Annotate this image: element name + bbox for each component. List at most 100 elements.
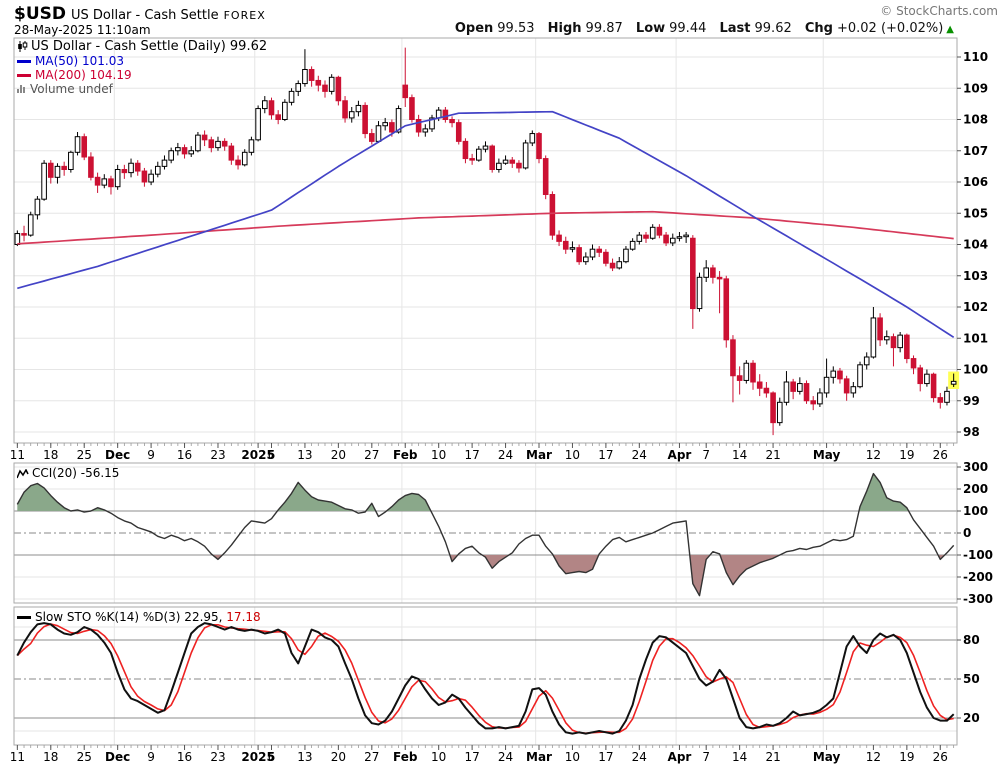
svg-text:300: 300 bbox=[963, 460, 988, 474]
chart-header: $USD US Dollar - Cash Settle FOREX bbox=[14, 4, 266, 24]
svg-text:26: 26 bbox=[933, 750, 948, 764]
low-label: Low bbox=[635, 21, 666, 36]
svg-text:6: 6 bbox=[268, 448, 276, 462]
svg-text:12: 12 bbox=[866, 448, 881, 462]
svg-text:Feb: Feb bbox=[393, 750, 418, 764]
svg-text:80: 80 bbox=[963, 633, 980, 647]
ma50-legend: MA(50) 101.03 bbox=[35, 54, 124, 68]
svg-text:Mar: Mar bbox=[526, 750, 552, 764]
svg-text:10: 10 bbox=[431, 750, 446, 764]
svg-text:20: 20 bbox=[331, 750, 346, 764]
svg-text:98: 98 bbox=[963, 425, 980, 439]
svg-text:Mar: Mar bbox=[526, 448, 552, 462]
ma200-legend: MA(200) 104.19 bbox=[35, 68, 132, 82]
svg-text:Dec: Dec bbox=[105, 448, 130, 462]
svg-text:14: 14 bbox=[732, 750, 747, 764]
svg-text:102: 102 bbox=[963, 300, 988, 314]
svg-text:25: 25 bbox=[77, 750, 92, 764]
volume-icon bbox=[17, 82, 26, 96]
svg-text:21: 21 bbox=[765, 750, 780, 764]
quote-summary: Open 99.53 High 99.87 Low 99.44 Last 99.62 C… bbox=[446, 21, 954, 36]
svg-text:6: 6 bbox=[268, 750, 276, 764]
main-panel-legend: US Dollar - Cash Settle (Daily) 99.62 MA… bbox=[17, 40, 267, 96]
svg-text:27: 27 bbox=[364, 750, 379, 764]
svg-text:105: 105 bbox=[963, 206, 988, 220]
svg-text:99: 99 bbox=[963, 394, 980, 408]
stockcharts-copyright: © StockCharts.com bbox=[880, 4, 998, 18]
svg-text:Feb: Feb bbox=[393, 448, 418, 462]
svg-text:7: 7 bbox=[702, 750, 710, 764]
low-value: 99.44 bbox=[669, 21, 707, 36]
svg-text:19: 19 bbox=[899, 750, 914, 764]
svg-text:10: 10 bbox=[431, 448, 446, 462]
svg-text:May: May bbox=[813, 750, 841, 764]
svg-text:24: 24 bbox=[632, 750, 647, 764]
svg-text:101: 101 bbox=[963, 331, 988, 345]
svg-text:2025: 2025 bbox=[241, 448, 274, 462]
svg-text:12: 12 bbox=[866, 750, 881, 764]
candlestick-icon bbox=[18, 41, 28, 52]
svg-text:-100: -100 bbox=[963, 548, 993, 562]
svg-text:16: 16 bbox=[177, 750, 192, 764]
svg-text:10: 10 bbox=[565, 448, 580, 462]
high-label: High bbox=[547, 21, 582, 36]
main-legend-title: US Dollar - Cash Settle (Daily) 99.62 bbox=[31, 39, 268, 54]
svg-text:17: 17 bbox=[598, 750, 613, 764]
svg-text:24: 24 bbox=[498, 750, 513, 764]
svg-text:9: 9 bbox=[147, 448, 155, 462]
up-triangle-icon: ▲ bbox=[946, 24, 954, 35]
svg-text:23: 23 bbox=[210, 448, 225, 462]
svg-text:Apr: Apr bbox=[668, 448, 692, 462]
svg-text:108: 108 bbox=[963, 113, 988, 127]
svg-text:-200: -200 bbox=[963, 570, 993, 584]
svg-text:27: 27 bbox=[364, 448, 379, 462]
svg-text:26: 26 bbox=[933, 448, 948, 462]
svg-text:200: 200 bbox=[963, 482, 988, 496]
svg-text:Dec: Dec bbox=[105, 750, 130, 764]
svg-text:24: 24 bbox=[498, 448, 513, 462]
svg-text:100: 100 bbox=[963, 363, 988, 377]
svg-text:11: 11 bbox=[10, 750, 25, 764]
svg-text:16: 16 bbox=[177, 448, 192, 462]
indicator-line-icon bbox=[16, 467, 29, 478]
svg-text:14: 14 bbox=[732, 448, 747, 462]
svg-text:18: 18 bbox=[43, 750, 58, 764]
sto-legend-k: Slow STO %K(14) %D(3) 22.95, bbox=[35, 610, 223, 624]
svg-text:19: 19 bbox=[899, 448, 914, 462]
svg-text:110: 110 bbox=[963, 50, 988, 64]
svg-text:2025: 2025 bbox=[241, 750, 274, 764]
svg-text:17: 17 bbox=[464, 750, 479, 764]
svg-text:50: 50 bbox=[963, 672, 980, 686]
svg-text:13: 13 bbox=[297, 750, 312, 764]
symbol: $USD bbox=[14, 4, 66, 24]
svg-text:25: 25 bbox=[77, 448, 92, 462]
svg-text:24: 24 bbox=[632, 448, 647, 462]
open-label: Open bbox=[454, 21, 494, 36]
svg-text:7: 7 bbox=[702, 448, 710, 462]
svg-text:May: May bbox=[813, 448, 841, 462]
symbol-name: US Dollar - Cash Settle bbox=[71, 8, 219, 23]
exchange-label: FOREX bbox=[223, 9, 266, 22]
svg-text:23: 23 bbox=[210, 750, 225, 764]
svg-text:103: 103 bbox=[963, 269, 988, 283]
cci-legend: CCI(20) -56.15 bbox=[32, 466, 120, 480]
svg-text:Apr: Apr bbox=[668, 750, 692, 764]
svg-text:11: 11 bbox=[10, 448, 25, 462]
svg-text:10: 10 bbox=[565, 750, 580, 764]
svg-text:21: 21 bbox=[765, 448, 780, 462]
high-value: 99.87 bbox=[585, 21, 623, 36]
sto-panel-legend: Slow STO %K(14) %D(3) 22.95, 17.18 bbox=[17, 610, 261, 624]
last-label: Last bbox=[719, 21, 751, 36]
svg-text:18: 18 bbox=[43, 448, 58, 462]
svg-text:100: 100 bbox=[963, 504, 988, 518]
svg-text:0: 0 bbox=[963, 526, 971, 540]
svg-text:109: 109 bbox=[963, 81, 988, 95]
svg-text:-300: -300 bbox=[963, 592, 993, 606]
ma200-line-swatch bbox=[17, 74, 31, 77]
cci-panel-legend: CCI(20) -56.15 bbox=[16, 466, 120, 480]
svg-text:9: 9 bbox=[147, 750, 155, 764]
svg-text:107: 107 bbox=[963, 144, 988, 158]
sto-legend-d: 17.18 bbox=[222, 610, 261, 624]
sto-line-swatch bbox=[17, 616, 31, 619]
